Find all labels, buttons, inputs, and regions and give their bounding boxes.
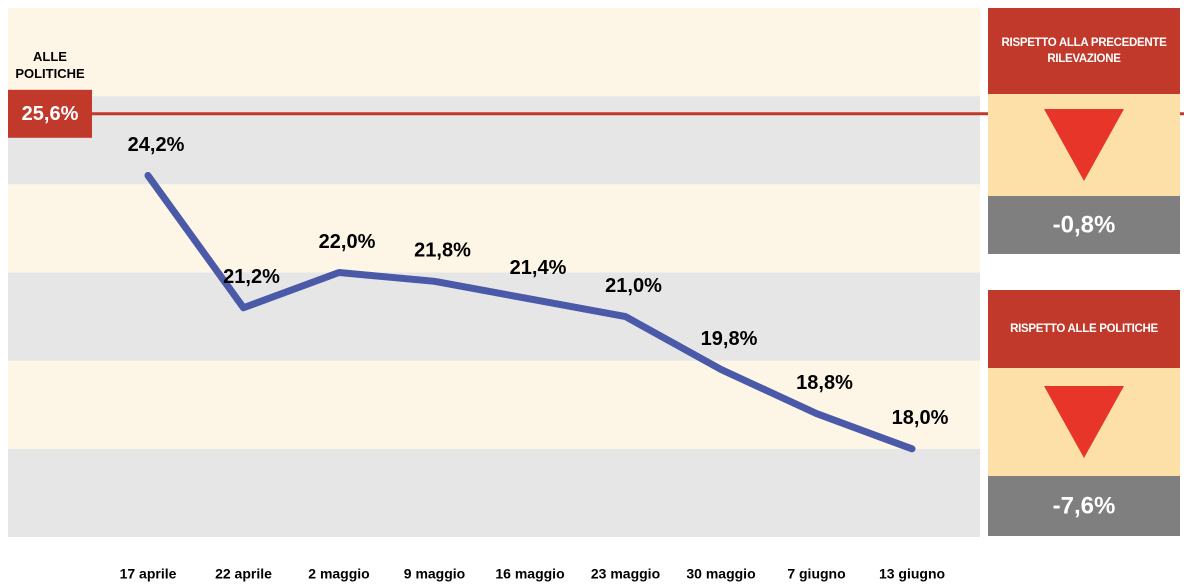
grid-band (8, 8, 980, 97)
data-label: 24,2% (128, 134, 185, 156)
grid-band (8, 96, 980, 185)
grid-band (8, 448, 980, 537)
grid-band (8, 360, 980, 449)
data-line (144, 172, 916, 453)
reference-label-box (8, 89, 92, 138)
data-label: 21,2% (223, 266, 280, 288)
panel-value: -7,6% (1053, 492, 1116, 519)
panel-value-box (988, 196, 1180, 254)
panel-value: -0,8% (1053, 211, 1116, 238)
data-label: 21,4% (510, 257, 567, 279)
x-tick-label: 22 aprile (215, 566, 272, 582)
panel-title: RISPETTO ALLE POLITICHE (988, 290, 1180, 368)
data-label: 19,8% (701, 328, 758, 350)
x-tick-label: 2 maggio (308, 566, 369, 582)
x-tick-label: 23 maggio (591, 566, 660, 582)
reference-title: ALLE POLITICHE (15, 49, 85, 81)
data-label: 22,0% (319, 231, 376, 253)
data-label: 21,8% (414, 240, 471, 262)
x-tick-label: 17 aprile (120, 566, 177, 582)
data-label: 18,8% (796, 372, 853, 394)
x-tick-label: 30 maggio (686, 566, 755, 582)
trend-arrow (1044, 386, 1124, 458)
x-tick-label: 16 maggio (495, 566, 564, 582)
data-label: 18,0% (892, 407, 949, 429)
panel-title: RISPETTO ALLA PRECEDENTE RILEVAZIONE (988, 8, 1180, 94)
grid-band (8, 272, 980, 361)
trend-arrow (1044, 109, 1124, 181)
x-tick-label: 9 maggio (404, 566, 465, 582)
x-tick-label: 7 giugno (787, 566, 845, 582)
x-tick-label: 13 giugno (879, 566, 945, 582)
data-label: 21,0% (605, 275, 662, 297)
reference-label: 25,6% (22, 103, 79, 125)
panel-value-box (988, 476, 1180, 536)
grid-band (8, 184, 980, 273)
